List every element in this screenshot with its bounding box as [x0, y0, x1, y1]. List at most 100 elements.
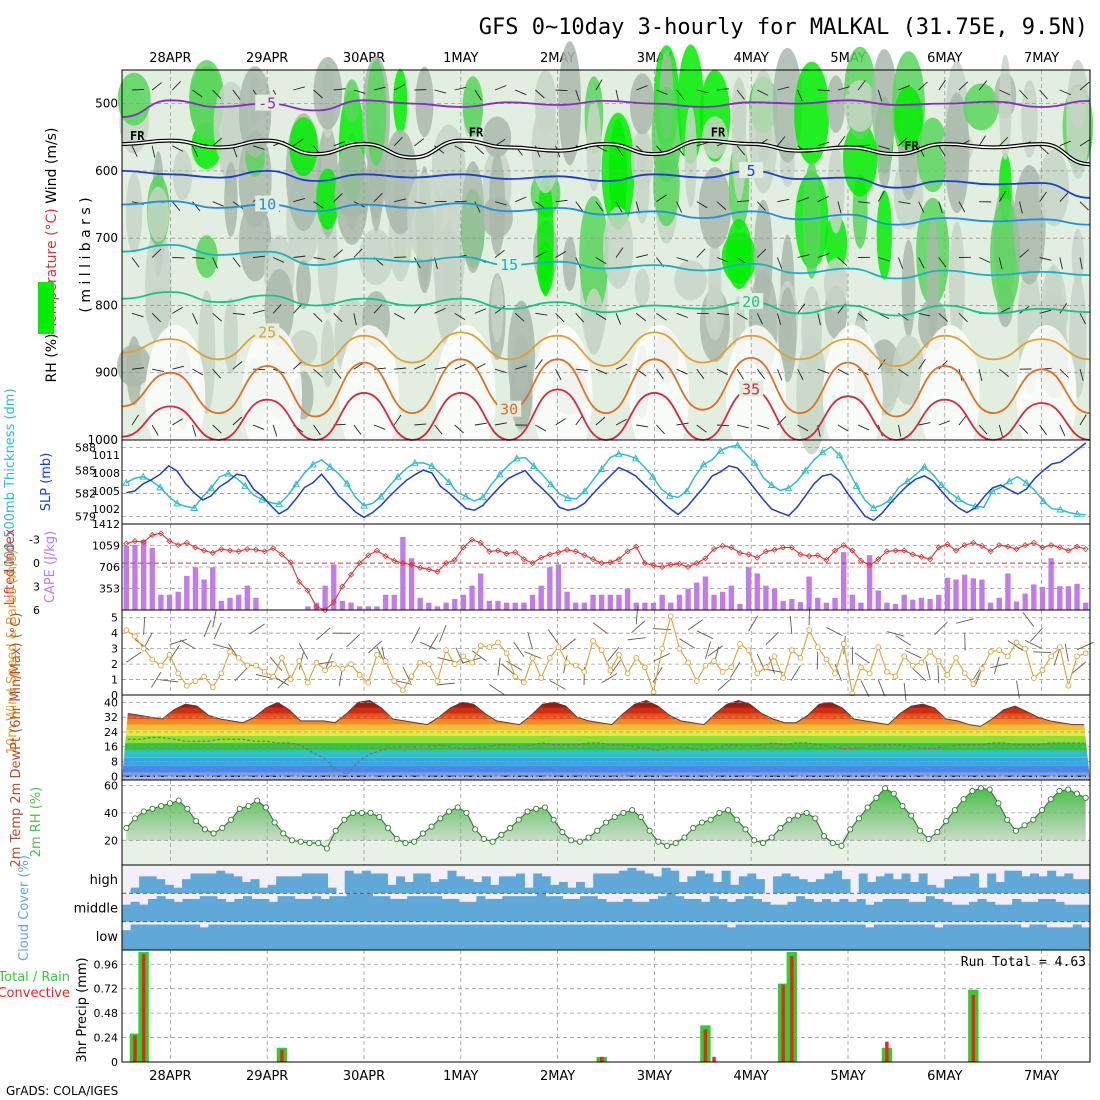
rh-blob — [876, 190, 892, 280]
rh-point — [315, 840, 322, 847]
cloud-cell — [156, 896, 166, 922]
wind-barb-10m — [501, 663, 516, 676]
thickness-point — [1056, 505, 1065, 513]
cloud-cell — [969, 901, 979, 922]
wind-barb — [515, 196, 527, 203]
wind-barb — [212, 257, 218, 269]
wind-speed-point — [927, 648, 933, 655]
cloud-cell — [891, 899, 901, 922]
cloud-cell — [961, 876, 971, 894]
legend-convective: Convective — [0, 986, 70, 1001]
wind-speed-point — [469, 659, 475, 666]
wind-barb — [273, 257, 285, 263]
cloud-cell — [156, 879, 166, 894]
wind-barb — [676, 312, 689, 318]
rh-point — [1038, 807, 1046, 814]
cloud-cell — [277, 896, 287, 922]
legend-total-rain: Total / Rain — [0, 970, 70, 985]
rh-blob — [1071, 229, 1085, 286]
wind-speed-point — [642, 664, 648, 671]
lifted-index-point — [287, 559, 294, 566]
cloud-cell — [701, 924, 711, 950]
cloud-cell — [181, 879, 191, 894]
rh-point — [280, 830, 287, 837]
wind-speed-point — [261, 668, 268, 675]
cloud-cell — [459, 901, 469, 922]
rh-blob — [1021, 80, 1038, 158]
rh-point — [533, 805, 540, 812]
rh-blob — [126, 336, 142, 406]
wind-barb — [474, 308, 487, 314]
lifted-index-point — [650, 562, 657, 569]
thickness-point — [309, 460, 317, 468]
temperature-contour-label: 5 — [747, 162, 756, 180]
lifted-index-point — [598, 560, 605, 567]
wind-barb — [535, 201, 546, 210]
freezing-label: FR — [904, 139, 919, 153]
wind-barb — [837, 424, 849, 432]
cloud-cell — [217, 924, 227, 950]
temp-band — [122, 750, 1090, 758]
cloud-cell — [510, 924, 520, 950]
temp-tick-label: 24 — [104, 726, 118, 739]
wind-barb — [272, 424, 278, 437]
wind-barb — [253, 368, 266, 371]
rh-point — [986, 786, 993, 793]
wind-barb-10m — [730, 661, 741, 678]
wind-barb — [575, 313, 585, 323]
cape-bar — [417, 597, 423, 610]
wind-barb — [413, 257, 421, 269]
cape-bar — [512, 602, 518, 610]
rh-point — [1030, 816, 1037, 823]
lifted-index-point — [157, 530, 164, 537]
cloud-cell — [164, 884, 174, 894]
wind-barb-10m — [1022, 612, 1035, 627]
lifted-index-point — [546, 551, 553, 558]
rh-point — [367, 809, 374, 816]
cloud-cell — [498, 876, 508, 894]
lifted-index-point — [1082, 545, 1089, 553]
wind-barb — [414, 138, 425, 147]
wind-barb — [1039, 89, 1048, 100]
cloud-cell — [738, 876, 748, 894]
wind-barb — [938, 145, 946, 157]
lifted-index-point — [270, 545, 277, 552]
cloud-cell — [355, 924, 365, 950]
rh-point — [969, 787, 976, 795]
cloud-cell — [718, 899, 728, 922]
wind-speed-point — [521, 679, 527, 686]
rh-point — [254, 797, 261, 804]
wind-barb — [535, 424, 547, 432]
cloud-cell — [424, 924, 434, 950]
cloud-cell — [355, 893, 365, 922]
cloud-cell — [571, 924, 581, 950]
wind-barb-10m — [635, 606, 639, 625]
wind-barb — [837, 201, 842, 214]
thickness-point — [479, 493, 487, 501]
wind-barb — [656, 312, 667, 321]
wind-barb — [151, 82, 162, 91]
rh-point — [341, 816, 348, 823]
cape-tick-label: 706 — [99, 561, 120, 574]
wind-speed-point — [1005, 653, 1011, 660]
cloud-cell — [934, 899, 944, 922]
cloud-cell — [199, 927, 209, 950]
panel-frame — [121, 949, 1091, 1063]
rh-point — [123, 824, 130, 832]
cloud-cell — [519, 896, 529, 922]
wind-speed-point — [417, 659, 424, 666]
cloud-cell — [415, 924, 425, 950]
wind-barb — [636, 424, 649, 428]
rh-point — [1065, 786, 1072, 793]
lifted-index-point — [149, 531, 156, 539]
wind-speed-point — [866, 670, 873, 677]
wind-speed-point — [624, 670, 631, 677]
dry-core — [145, 325, 206, 465]
rh-point — [236, 805, 243, 812]
cloud-cell — [614, 901, 624, 922]
rh-point — [716, 809, 723, 816]
wind-barb-10m — [790, 665, 801, 681]
rh-base-fill — [122, 840, 1090, 865]
cloud-cell — [813, 901, 823, 922]
wind-speed-point — [875, 644, 882, 650]
